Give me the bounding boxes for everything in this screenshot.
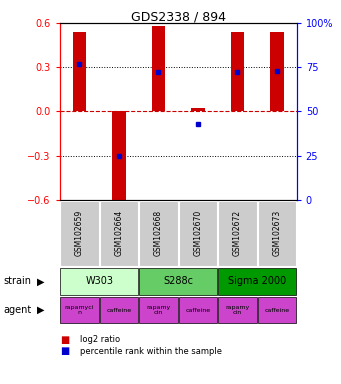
Text: ▶: ▶ — [37, 276, 45, 286]
Text: strain: strain — [3, 276, 31, 286]
Text: Sigma 2000: Sigma 2000 — [228, 276, 286, 286]
Bar — [112, 111, 126, 207]
Bar — [231, 32, 244, 111]
Title: GDS2338 / 894: GDS2338 / 894 — [131, 10, 226, 23]
Bar — [100, 201, 138, 266]
Text: caffeine: caffeine — [186, 308, 210, 313]
Text: ■: ■ — [60, 346, 69, 356]
Text: GSM102659: GSM102659 — [75, 210, 84, 257]
Bar — [60, 297, 99, 323]
Bar — [257, 297, 296, 323]
Bar — [270, 32, 284, 111]
Text: GSM102673: GSM102673 — [272, 210, 281, 257]
Text: percentile rank within the sample: percentile rank within the sample — [80, 347, 222, 356]
Text: W303: W303 — [85, 276, 113, 286]
Bar — [100, 297, 138, 323]
Text: ▶: ▶ — [37, 305, 45, 315]
Text: caffeine: caffeine — [264, 308, 290, 313]
Bar — [218, 297, 257, 323]
Text: GSM102672: GSM102672 — [233, 210, 242, 257]
Bar — [218, 268, 296, 295]
Bar — [191, 108, 205, 111]
Text: caffeine: caffeine — [106, 308, 132, 313]
Bar — [60, 201, 99, 266]
Bar — [139, 297, 178, 323]
Bar — [60, 268, 138, 295]
Bar — [73, 32, 86, 111]
Text: S288c: S288c — [163, 276, 193, 286]
Text: GSM102664: GSM102664 — [115, 210, 123, 257]
Bar — [139, 268, 217, 295]
Bar — [218, 201, 257, 266]
Text: rapamy
cin: rapamy cin — [146, 305, 170, 316]
Text: GSM102668: GSM102668 — [154, 210, 163, 257]
Text: rapamy
cin: rapamy cin — [225, 305, 250, 316]
Text: log2 ratio: log2 ratio — [80, 335, 120, 344]
Bar — [179, 201, 217, 266]
Bar — [139, 201, 178, 266]
Text: agent: agent — [3, 305, 32, 315]
Bar — [179, 297, 217, 323]
Text: rapamyci
n: rapamyci n — [65, 305, 94, 316]
Bar — [257, 201, 296, 266]
Text: ■: ■ — [60, 335, 69, 345]
Text: GSM102670: GSM102670 — [193, 210, 203, 257]
Bar — [151, 26, 165, 111]
